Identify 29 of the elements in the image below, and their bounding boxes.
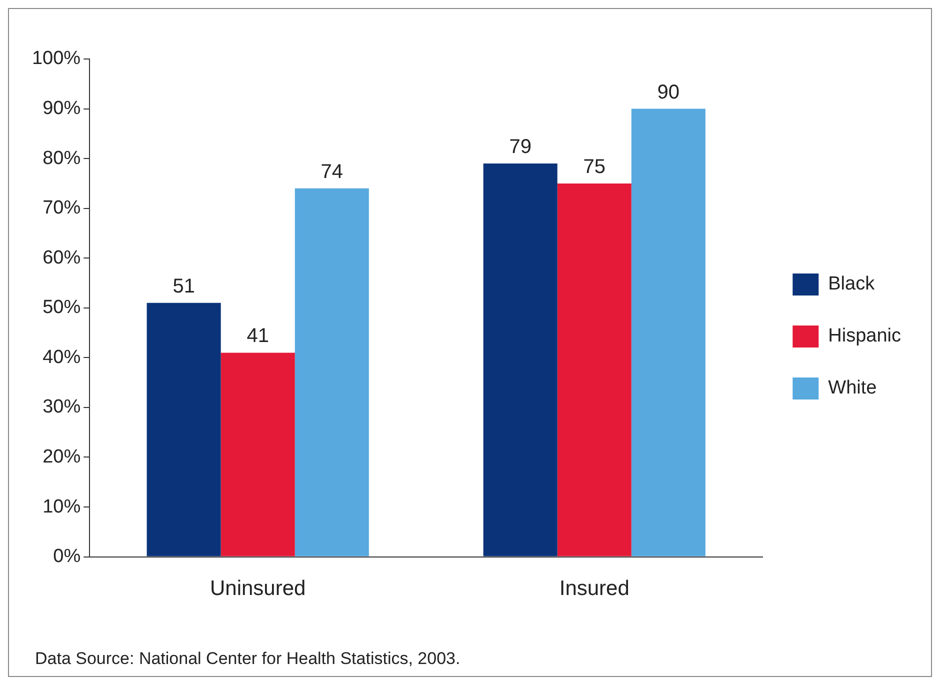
bar — [483, 164, 558, 556]
y-tick-label: 40% — [42, 346, 81, 368]
y-tick-label: 80% — [42, 148, 81, 169]
y-tick-label: 70% — [42, 198, 81, 219]
bar — [220, 352, 295, 556]
legend-label: Black — [828, 274, 876, 295]
y-tick-label: 50% — [42, 297, 81, 318]
legend-label: Hispanic — [828, 326, 902, 347]
y-tick-label: 30% — [42, 396, 81, 418]
bar — [631, 108, 706, 556]
data-label: 51 — [172, 275, 195, 298]
y-tick-label: 20% — [42, 446, 81, 468]
data-label: 41 — [246, 325, 269, 348]
legend-label: White — [828, 378, 877, 399]
y-tick-label: 90% — [42, 98, 81, 120]
y-tick-label: 60% — [42, 247, 81, 268]
x-tick-label: Uninsured — [210, 577, 306, 600]
y-tick-label: 10% — [42, 496, 81, 518]
data-label: 90 — [657, 81, 680, 104]
data-label: 74 — [320, 160, 344, 183]
y-tick-label: 0% — [53, 546, 81, 568]
bar — [294, 188, 369, 556]
y-tick-label: 100% — [32, 48, 81, 70]
x-tick-label: Insured — [559, 577, 630, 600]
data-label: 75 — [583, 156, 606, 178]
source-note: Data Source: National Center for Health Statistics, 2003. — [35, 649, 460, 669]
data-label: 79 — [509, 136, 532, 158]
bar — [146, 302, 221, 556]
bar — [557, 183, 632, 556]
